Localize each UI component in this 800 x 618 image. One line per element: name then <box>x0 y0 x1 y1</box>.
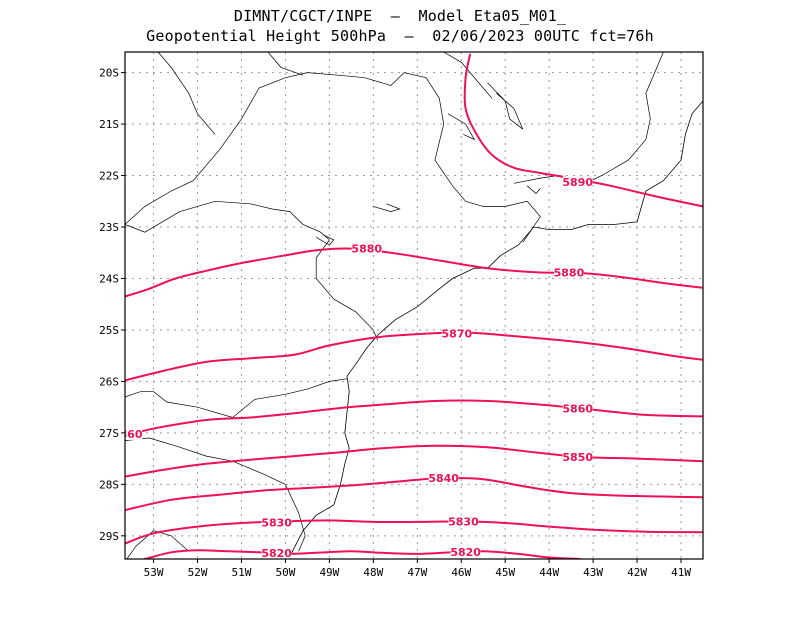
x-tick-label: 49W <box>319 566 339 579</box>
contour-label: 5820 <box>450 546 481 559</box>
state-border <box>126 530 189 559</box>
y-tick-label: 26S <box>99 375 119 388</box>
contour-label-background <box>441 327 472 340</box>
contour-label-background <box>261 546 292 559</box>
state-border <box>125 437 306 552</box>
contour-line-5820 <box>143 549 581 559</box>
reservoir-outline <box>373 203 401 212</box>
contour-label: 5830 <box>261 516 292 529</box>
y-tick-label: 22S <box>99 170 119 183</box>
contour-label-background <box>125 427 143 440</box>
contour-line-5840 <box>125 476 703 512</box>
y-tick-label: 28S <box>99 478 119 491</box>
x-tick-label: 42W <box>627 566 647 579</box>
coastline <box>288 100 703 559</box>
contour-label: 5860 <box>112 428 143 441</box>
contour-label: 5820 <box>261 547 292 560</box>
x-tick-label: 41W <box>671 566 691 579</box>
contour-label-background <box>562 176 593 189</box>
y-tick-label: 25S <box>99 324 119 337</box>
x-tick-label: 44W <box>539 566 559 579</box>
plot-frame <box>124 51 704 560</box>
y-tick-label: 21S <box>99 118 119 131</box>
contour-line-5860 <box>125 399 703 437</box>
state-border <box>267 52 304 76</box>
contour-label-background <box>261 516 292 529</box>
contour-label: 5870 <box>442 328 473 341</box>
state-border <box>315 239 379 341</box>
grid-lines <box>125 52 703 559</box>
y-tick-label: 29S <box>99 530 119 543</box>
x-tick-label: 53W <box>144 566 164 579</box>
y-axis: 20S 21S 22S 23S 24S 25S 26S 27S 28S 29S <box>99 67 125 543</box>
contour-line-5830 <box>125 519 703 545</box>
contour-label-background <box>562 451 593 464</box>
y-tick-label: 27S <box>99 427 119 440</box>
contour-line-5890 <box>463 53 703 208</box>
x-axis: 53W 52W 51W 50W 49W 48W 47W 46W 45W 44W 43W 42W 41W <box>144 559 691 579</box>
x-tick-label: 48W <box>363 566 383 579</box>
contour-label: 5860 <box>562 403 593 416</box>
contour-label-background <box>448 515 479 528</box>
contour-label: 5850 <box>562 451 593 464</box>
contour-label-background <box>553 266 584 279</box>
y-tick-label: 24S <box>99 272 119 285</box>
contour-label-background <box>450 545 481 558</box>
reservoir-outline <box>526 185 541 194</box>
y-tick-label: 20S <box>99 67 119 80</box>
contour-label-background <box>562 402 593 415</box>
x-tick-label: 51W <box>232 566 252 579</box>
x-tick-label: 43W <box>583 566 603 579</box>
contour-label: 5880 <box>554 266 585 279</box>
contour-label: 5840 <box>428 472 459 485</box>
contour-label-background <box>351 242 382 255</box>
x-tick-label: 52W <box>188 566 208 579</box>
y-tick-label: 23S <box>99 221 119 234</box>
x-tick-label: 45W <box>495 566 515 579</box>
chart-title-line-1: DIMNT/CGCT/INPE – Model Eta05_M01_ <box>233 7 567 25</box>
x-tick-label: 46W <box>451 566 471 579</box>
contour-label-background <box>428 472 459 485</box>
contour-label: 5830 <box>448 515 479 528</box>
contour-label: 5890 <box>562 176 593 189</box>
state-border <box>157 52 216 135</box>
state-border <box>125 200 330 241</box>
reservoir-outline <box>316 234 335 246</box>
x-tick-label: 47W <box>407 566 427 579</box>
state-border <box>579 52 664 187</box>
chart-title-line-2: Geopotential Height 500hPa – 02/06/2023 … <box>146 27 654 45</box>
contour-label: 5880 <box>351 243 382 256</box>
contour-labels: 5890 5880 5880 5870 5860 5860 5850 5840 5830 5830… <box>112 176 593 560</box>
contour-line-5870 <box>125 331 703 382</box>
reservoir-outline <box>487 82 524 130</box>
state-border <box>443 52 493 99</box>
reservoir-outline <box>447 113 476 141</box>
x-tick-label: 50W <box>275 566 295 579</box>
state-border <box>125 72 541 243</box>
